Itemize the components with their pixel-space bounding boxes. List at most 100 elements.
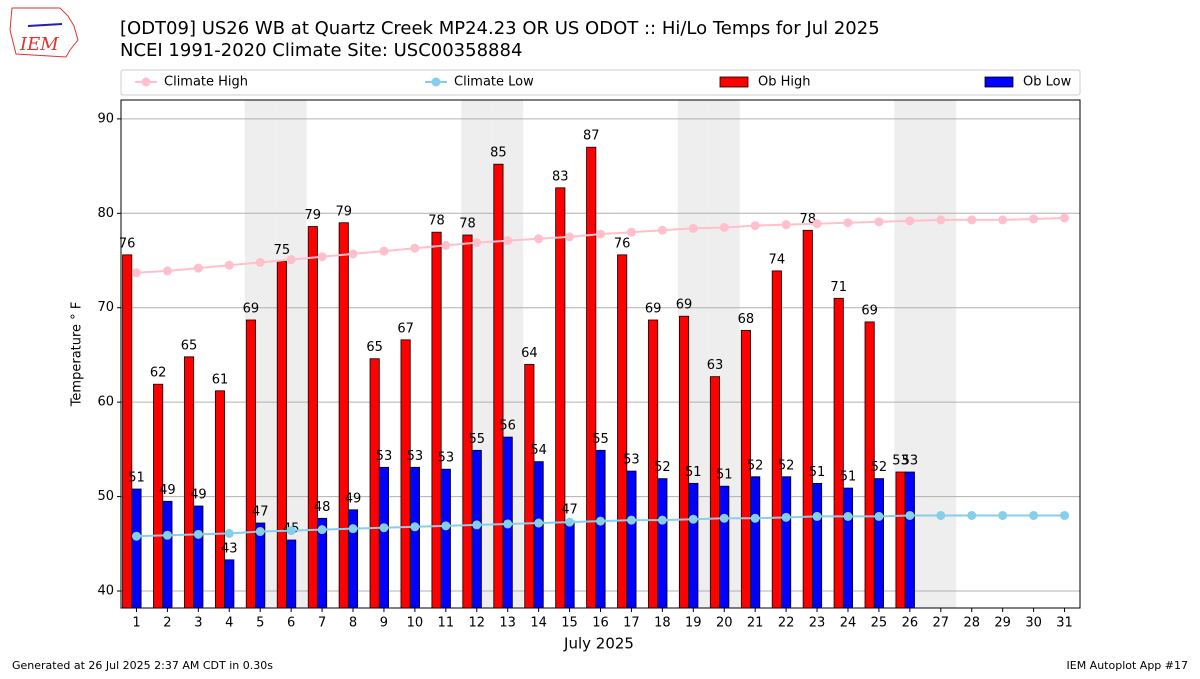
value-label: 53	[902, 454, 919, 469]
x-axis-label: July 2025	[563, 635, 634, 653]
x-tick-label: 18	[654, 616, 671, 631]
bar	[122, 254, 133, 609]
line-point	[936, 510, 946, 520]
value-label: 79	[305, 208, 322, 223]
value-label: 79	[335, 204, 352, 219]
bar	[555, 187, 566, 609]
legend-label: Ob High	[758, 75, 811, 90]
x-tick-label: 22	[778, 616, 795, 631]
line-point	[812, 219, 822, 229]
line-point	[503, 236, 513, 246]
line-point	[1060, 510, 1070, 520]
logo: IEM	[9, 7, 79, 58]
bar	[771, 270, 782, 609]
line-point	[967, 510, 977, 520]
line-point	[131, 531, 141, 541]
x-tick-label: 14	[530, 616, 547, 631]
legend-label: Climate Low	[454, 75, 534, 90]
value-label: 64	[521, 346, 538, 361]
bar	[224, 559, 235, 609]
chart-title: [ODT09] US26 WB at Quartz Creek MP24.23 …	[120, 18, 880, 39]
line-point	[410, 243, 420, 253]
x-tick-label: 5	[256, 616, 264, 631]
value-label: 87	[583, 129, 600, 144]
value-label: 48	[314, 500, 331, 515]
line-point	[441, 521, 451, 531]
value-label: 47	[561, 503, 578, 518]
x-tick-label: 21	[747, 616, 764, 631]
line-point	[255, 527, 265, 537]
value-label: 53	[892, 454, 909, 469]
line-point	[193, 529, 203, 539]
value-label: 53	[623, 453, 640, 468]
x-tick-label: 1	[132, 616, 140, 631]
value-label: 75	[274, 243, 291, 258]
bar	[307, 226, 318, 609]
x-tick-label: 16	[592, 616, 609, 631]
line-point	[905, 510, 915, 520]
value-label: 51	[840, 470, 857, 485]
x-tick-label: 26	[902, 616, 919, 631]
line-point	[224, 528, 234, 538]
bar	[750, 476, 761, 609]
bar	[678, 315, 690, 609]
value-label: 47	[252, 505, 269, 520]
y-tick-label: 80	[97, 206, 114, 221]
value-label: 51	[128, 471, 145, 486]
y-tick-label: 40	[97, 584, 114, 599]
line-point	[162, 266, 172, 276]
bar	[184, 356, 195, 609]
x-tick-label: 20	[716, 616, 733, 631]
x-tick-label: 6	[287, 616, 295, 631]
value-label: 76	[614, 236, 631, 251]
bar	[586, 146, 597, 609]
x-tick-label: 7	[318, 616, 326, 631]
value-label: 54	[530, 443, 547, 458]
line-point	[657, 515, 667, 525]
bar	[657, 478, 668, 609]
bar	[709, 376, 721, 609]
bar	[286, 539, 297, 609]
x-tick-label: 29	[994, 616, 1011, 631]
value-label: 49	[345, 491, 362, 506]
bar	[162, 500, 173, 609]
y-axis-label: Temperature ° F	[70, 302, 85, 408]
value-label: 51	[809, 465, 826, 480]
line-point	[936, 215, 946, 225]
bar	[595, 449, 606, 609]
bar	[904, 471, 915, 609]
line-point	[503, 519, 513, 529]
value-label: 78	[459, 217, 476, 232]
x-tick-label: 11	[438, 616, 455, 631]
value-label: 71	[830, 280, 847, 295]
legend-label: Ob Low	[1023, 75, 1072, 90]
value-label: 43	[221, 541, 238, 556]
x-tick-label: 9	[380, 616, 388, 631]
line-point	[998, 215, 1008, 225]
bar	[524, 363, 535, 609]
x-tick-label: 2	[163, 616, 171, 631]
line-point	[472, 520, 482, 530]
value-label: 51	[716, 468, 733, 483]
x-tick-label: 25	[871, 616, 888, 631]
logo-text: IEM	[19, 34, 59, 55]
plot-frame	[120, 99, 1081, 609]
line-point	[286, 526, 296, 536]
y-tick-label: 90	[97, 111, 114, 126]
value-label: 69	[676, 298, 693, 313]
x-tick-label: 3	[194, 616, 202, 631]
line-point	[843, 218, 853, 228]
value-label: 67	[397, 321, 414, 336]
value-label: 53	[438, 451, 455, 466]
line-point	[843, 511, 853, 521]
value-label: 53	[407, 449, 424, 464]
bar	[895, 471, 906, 609]
line-point	[255, 257, 265, 267]
x-tick-label: 17	[623, 616, 640, 631]
value-label: 49	[159, 483, 176, 498]
bar	[369, 358, 380, 609]
value-label: 49	[190, 488, 207, 503]
value-label: 69	[243, 302, 260, 317]
value-label: 74	[769, 252, 786, 267]
bar	[626, 470, 637, 609]
